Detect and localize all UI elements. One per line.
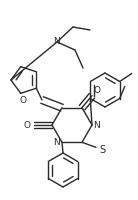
Text: O: O — [19, 96, 26, 105]
Text: O: O — [94, 86, 100, 95]
Text: N: N — [94, 120, 100, 130]
Text: O: O — [23, 120, 30, 130]
Text: S: S — [99, 145, 105, 155]
Text: N: N — [54, 138, 60, 147]
Text: N: N — [54, 36, 60, 46]
